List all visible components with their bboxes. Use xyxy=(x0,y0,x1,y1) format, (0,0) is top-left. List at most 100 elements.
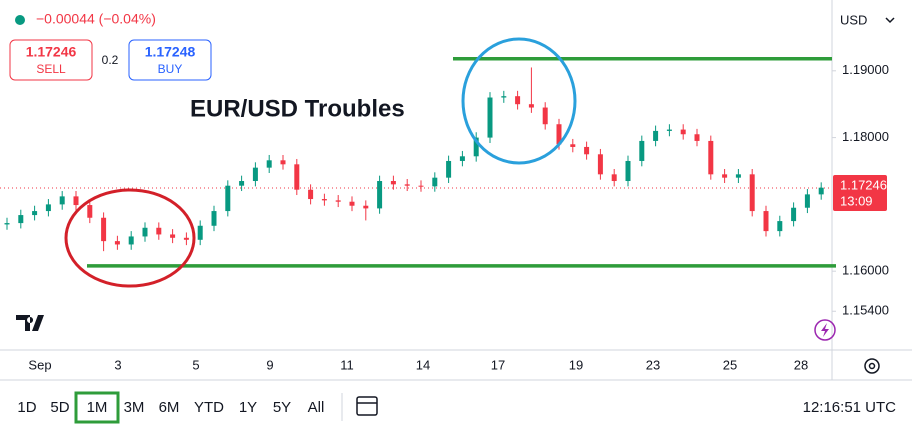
candle-body xyxy=(487,97,493,138)
candle-body xyxy=(735,174,741,178)
candle-body xyxy=(459,156,465,161)
y-tick-label: 1.18000 xyxy=(842,129,889,144)
x-tick-label: 28 xyxy=(794,357,808,372)
candle-body xyxy=(404,184,410,186)
candle-body xyxy=(584,146,590,155)
highlight-ellipse xyxy=(461,37,577,165)
x-tick-label: 5 xyxy=(192,357,199,372)
candle-body xyxy=(570,144,576,147)
range-button[interactable]: 1M xyxy=(87,399,108,416)
highlight-ellipse xyxy=(64,188,196,288)
calendar-icon[interactable] xyxy=(356,396,378,416)
candle-body xyxy=(556,124,562,145)
buy-button[interactable] xyxy=(128,39,212,81)
candle-body xyxy=(473,137,479,157)
alert-icon[interactable] xyxy=(814,319,836,341)
candle-body xyxy=(225,185,231,212)
candle-body xyxy=(432,177,438,187)
y-tick-label: 1.19000 xyxy=(842,62,889,77)
currency: USD xyxy=(840,12,867,27)
x-tick-label: 11 xyxy=(340,357,354,372)
candle-body xyxy=(32,211,38,216)
active-range-box xyxy=(74,391,120,424)
buy-label: BUY xyxy=(158,62,183,76)
candle-body xyxy=(101,217,107,242)
x-tick-label: Sep xyxy=(28,357,51,372)
spread: 0.2 xyxy=(102,53,119,67)
settings-icon-center xyxy=(868,362,876,370)
candle-body xyxy=(252,167,258,182)
clock: 12:16:51 UTC xyxy=(803,399,897,416)
x-tick-label: 23 xyxy=(646,357,660,372)
x-tick-label: 25 xyxy=(723,357,737,372)
candle-body xyxy=(59,196,65,205)
candle-body xyxy=(680,129,686,135)
candle-body xyxy=(791,207,797,222)
price-tag-label: 1.17246 xyxy=(840,177,887,192)
candle-body xyxy=(170,234,176,238)
price-tag xyxy=(833,174,887,211)
candle-body xyxy=(308,189,314,200)
x-tick-label: 3 xyxy=(114,357,121,372)
range-button[interactable]: YTD xyxy=(194,399,224,416)
range-button[interactable]: All xyxy=(308,399,325,416)
status-dot xyxy=(15,15,25,25)
range-button[interactable]: 5D xyxy=(50,399,69,416)
candle-body xyxy=(501,96,507,98)
candle-body xyxy=(335,200,341,202)
candle-body xyxy=(183,237,189,240)
candle-body xyxy=(818,187,824,195)
candle-body xyxy=(597,154,603,175)
candle-body xyxy=(804,194,810,208)
candle-body xyxy=(446,160,452,178)
x-tick-label: 19 xyxy=(569,357,583,372)
candle-body xyxy=(542,107,548,125)
range-button[interactable]: 1D xyxy=(17,399,36,416)
plot xyxy=(0,57,836,268)
candle-body xyxy=(722,174,728,178)
settings-icon[interactable] xyxy=(864,358,880,374)
candle-body xyxy=(45,204,51,212)
candle-body xyxy=(777,221,783,232)
candle-body xyxy=(321,199,327,201)
candle-body xyxy=(87,205,93,218)
y-tick-label: 1.15400 xyxy=(842,303,889,318)
range-button[interactable]: 6M xyxy=(159,399,180,416)
candle-body xyxy=(280,160,286,165)
countdown: 13:09 xyxy=(840,193,873,208)
candle-body xyxy=(239,181,245,186)
sell-price: 1.17246 xyxy=(26,44,77,60)
candle-body xyxy=(377,181,383,209)
range-button[interactable]: 1Y xyxy=(239,399,257,416)
candle-body xyxy=(694,134,700,141)
candle-body xyxy=(749,174,755,212)
candle-body xyxy=(666,129,672,131)
candle-body xyxy=(611,174,617,182)
buy-price: 1.17248 xyxy=(145,44,196,60)
candle-body xyxy=(114,241,120,245)
x-tick-label: 17 xyxy=(491,357,505,372)
candle-body xyxy=(363,205,369,209)
alert-bolt xyxy=(821,323,829,337)
candle-body xyxy=(211,211,217,226)
candle-body xyxy=(639,140,645,161)
candle-body xyxy=(515,96,521,105)
candle-body xyxy=(349,201,355,206)
candle-body xyxy=(418,185,424,187)
candle-body xyxy=(708,140,714,175)
candle-body xyxy=(266,160,272,168)
candle-body xyxy=(528,104,534,108)
range-button[interactable]: 3M xyxy=(124,399,145,416)
candle-body xyxy=(73,196,79,206)
candle-body xyxy=(18,215,24,224)
candle-body xyxy=(197,225,203,240)
candle-body xyxy=(390,181,396,185)
candle-body xyxy=(142,227,148,237)
sell-label: SELL xyxy=(36,62,66,76)
currency-caret[interactable] xyxy=(885,17,895,24)
range-button[interactable]: 5Y xyxy=(273,399,291,416)
logo xyxy=(16,315,44,331)
candle-body xyxy=(4,223,10,225)
sell-button[interactable] xyxy=(9,39,93,81)
